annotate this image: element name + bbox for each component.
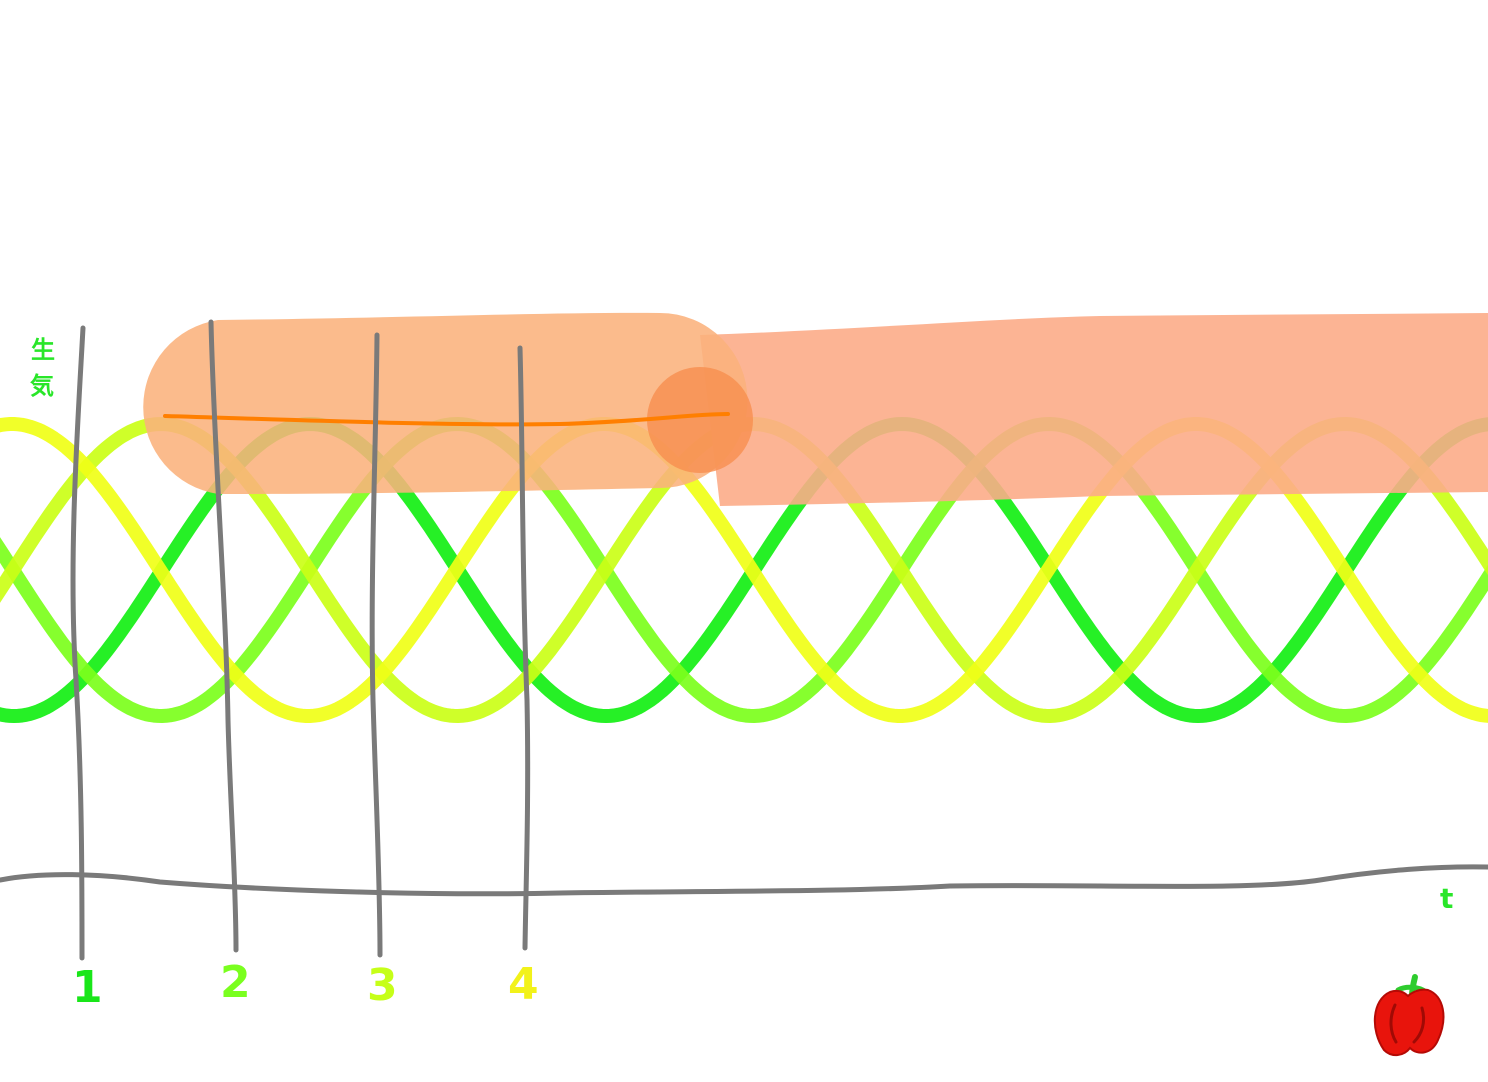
y-axis-label-bottom: 気 bbox=[30, 372, 54, 400]
x-axis-label: t bbox=[1440, 882, 1453, 915]
right-highlight-band bbox=[700, 313, 1488, 506]
marker-label-4: 4 bbox=[508, 959, 539, 1010]
marker-line-2 bbox=[208, 319, 239, 953]
marker-line-3 bbox=[369, 332, 383, 958]
marker-label-1: 1 bbox=[72, 962, 103, 1013]
red-bell-pepper-icon bbox=[1373, 974, 1445, 1056]
x-axis-line bbox=[0, 864, 1488, 897]
marker-label-2: 2 bbox=[220, 957, 251, 1008]
axes-group bbox=[0, 319, 1488, 961]
marker-line-1 bbox=[70, 325, 86, 961]
orange-threshold-line bbox=[163, 412, 730, 427]
marker-line-4 bbox=[517, 345, 531, 951]
bands-group bbox=[143, 312, 1488, 506]
left-highlight-capsule bbox=[143, 312, 748, 494]
overlap-circle bbox=[647, 367, 753, 473]
marker-label-3: 3 bbox=[367, 960, 398, 1011]
wave-curve-2 bbox=[0, 417, 1488, 723]
y-axis-label-top: 生 bbox=[31, 336, 55, 364]
